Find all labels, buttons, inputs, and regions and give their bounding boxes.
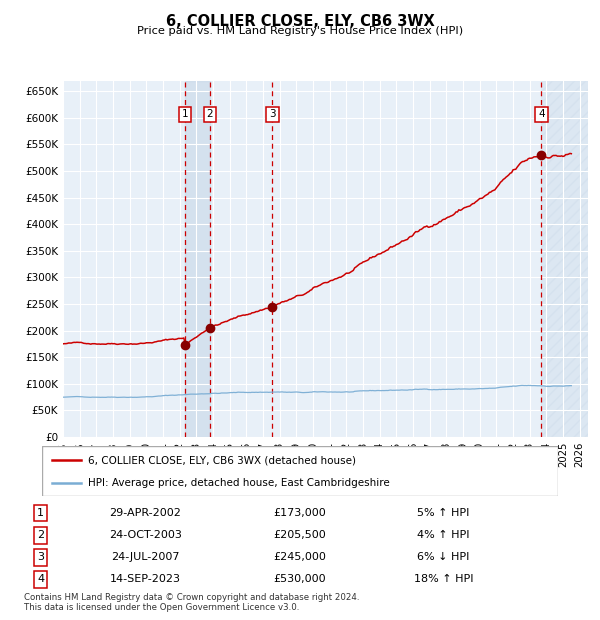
Text: 5% ↑ HPI: 5% ↑ HPI bbox=[418, 508, 470, 518]
FancyBboxPatch shape bbox=[42, 446, 558, 496]
Text: £530,000: £530,000 bbox=[274, 574, 326, 584]
Text: 6, COLLIER CLOSE, ELY, CB6 3WX: 6, COLLIER CLOSE, ELY, CB6 3WX bbox=[166, 14, 434, 29]
Text: 4% ↑ HPI: 4% ↑ HPI bbox=[417, 530, 470, 540]
Text: 3: 3 bbox=[37, 552, 44, 562]
Text: Contains HM Land Registry data © Crown copyright and database right 2024.
This d: Contains HM Land Registry data © Crown c… bbox=[24, 593, 359, 612]
Text: £205,500: £205,500 bbox=[274, 530, 326, 540]
Text: 18% ↑ HPI: 18% ↑ HPI bbox=[414, 574, 473, 584]
Text: £245,000: £245,000 bbox=[274, 552, 326, 562]
Text: 29-APR-2002: 29-APR-2002 bbox=[110, 508, 181, 518]
Text: Price paid vs. HM Land Registry's House Price Index (HPI): Price paid vs. HM Land Registry's House … bbox=[137, 26, 463, 36]
Text: 6, COLLIER CLOSE, ELY, CB6 3WX (detached house): 6, COLLIER CLOSE, ELY, CB6 3WX (detached… bbox=[88, 455, 356, 465]
Text: 24-OCT-2003: 24-OCT-2003 bbox=[109, 530, 182, 540]
Text: 2: 2 bbox=[37, 530, 44, 540]
Text: £173,000: £173,000 bbox=[274, 508, 326, 518]
Text: 4: 4 bbox=[37, 574, 44, 584]
Text: 3: 3 bbox=[269, 110, 275, 120]
Text: 2: 2 bbox=[206, 110, 213, 120]
Text: 4: 4 bbox=[538, 110, 545, 120]
Text: 1: 1 bbox=[37, 508, 44, 518]
Text: 1: 1 bbox=[182, 110, 188, 120]
Text: 14-SEP-2023: 14-SEP-2023 bbox=[110, 574, 181, 584]
Text: 6% ↓ HPI: 6% ↓ HPI bbox=[418, 552, 470, 562]
Text: HPI: Average price, detached house, East Cambridgeshire: HPI: Average price, detached house, East… bbox=[88, 478, 390, 488]
Bar bbox=[185, 81, 210, 437]
Bar bbox=[541, 81, 588, 437]
Text: 24-JUL-2007: 24-JUL-2007 bbox=[111, 552, 179, 562]
